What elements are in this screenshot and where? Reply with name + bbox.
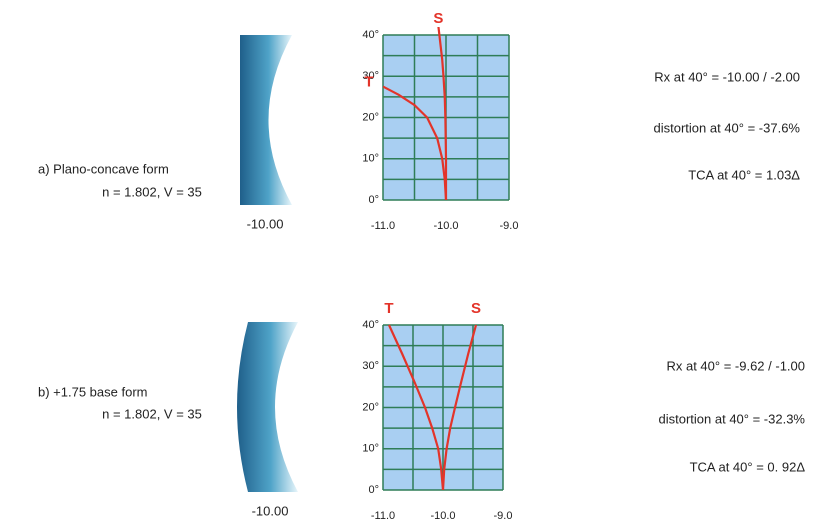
y-tick-label: 40° xyxy=(362,29,379,41)
distortion-text: distortion at 40° = -37.6% xyxy=(654,120,801,135)
tca-text: TCA at 40° = 0. 92Δ xyxy=(690,459,806,474)
chart: 0° 10° 20° 30° 40° -11.0 -10.0 -9.0 T S xyxy=(362,300,512,522)
series-label: S xyxy=(433,10,443,27)
figure: a) Plano-concave form n = 1.802, V = 35 -1… xyxy=(0,0,837,524)
y-tick-label: 0° xyxy=(368,194,379,206)
chart: 0°10°20°30°40°-11.0-10.0-9.0TS xyxy=(362,10,518,232)
panel-label: b) +1.75 base form xyxy=(38,384,147,399)
y-tick-label: 10° xyxy=(362,443,379,455)
x-tick-label: -9.0 xyxy=(500,220,519,232)
series-label: S xyxy=(471,300,481,317)
x-tick-label: -10.0 xyxy=(433,220,458,232)
rx-text: Rx at 40° = -9.62 / -1.00 xyxy=(666,358,805,373)
y-tick-label: 20° xyxy=(362,401,379,413)
lens-power: -10.00 xyxy=(252,503,289,518)
lens-plano-concave xyxy=(240,35,292,205)
y-tick-label: 10° xyxy=(362,153,379,165)
tca-text: TCA at 40° = 1.03Δ xyxy=(688,167,800,182)
lens-base-form xyxy=(237,322,298,492)
x-tick-label: -11.0 xyxy=(371,510,395,522)
series-label: T xyxy=(384,300,393,317)
panel-label: a) Plano-concave form xyxy=(38,161,169,176)
rx-text: Rx at 40° = -10.00 / -2.00 xyxy=(654,69,800,84)
material: n = 1.802, V = 35 xyxy=(102,184,202,199)
y-tick-label: 30° xyxy=(362,360,379,372)
x-tick-label: -9.0 xyxy=(494,510,513,522)
series-label: T xyxy=(364,74,373,91)
distortion-text: distortion at 40° = -32.3% xyxy=(659,411,806,426)
y-tick-label: 0° xyxy=(368,484,379,496)
y-tick-label: 40° xyxy=(362,319,379,331)
lens-power: -10.00 xyxy=(247,216,284,231)
material: n = 1.802, V = 35 xyxy=(102,406,202,421)
x-tick-label: -11.0 xyxy=(371,220,395,232)
charts: 0°10°20°30°40°-11.0-10.0-9.0TS0°10°20°30… xyxy=(362,10,518,522)
y-tick-label: 20° xyxy=(362,111,379,123)
x-tick-label: -10.0 xyxy=(430,510,455,522)
